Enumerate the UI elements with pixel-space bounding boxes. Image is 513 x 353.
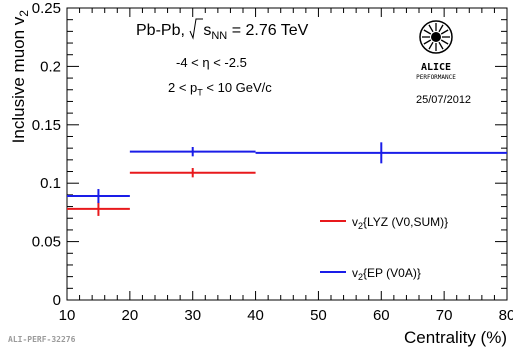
x-axis-title: Centrality (%)	[404, 328, 507, 347]
figure-id-label: ALI-PERF-32276	[8, 335, 76, 344]
logo-ray	[440, 39, 449, 45]
logo-ray	[438, 41, 444, 50]
x-tick-label: 80	[499, 307, 513, 324]
logo-subtitle: PERFORMANCE	[416, 74, 456, 81]
date-label: 25/07/2012	[416, 94, 472, 106]
alice-logo-icon	[419, 20, 453, 54]
logo-core	[431, 32, 441, 42]
logo-ring	[419, 20, 453, 54]
logo-ray	[440, 29, 449, 35]
y-tick-label: 0.25	[32, 0, 61, 17]
logo-ray	[428, 41, 434, 50]
x-tick-label: 10	[59, 307, 76, 324]
x-tick-label: 30	[184, 307, 201, 324]
x-tick-label: 50	[310, 307, 327, 324]
eta-range-label: -4 < η < -2.5	[176, 55, 247, 70]
y-tick-label: 0.2	[40, 58, 61, 75]
logo-ray	[428, 24, 434, 33]
logo-ray	[423, 39, 432, 45]
collision-system-label: Pb-Pb, sNN = 2.76 TeV	[136, 18, 308, 42]
y-tick-label: 0.15	[32, 117, 61, 134]
y-tick-label: 0.05	[32, 234, 61, 251]
logo-ray	[423, 29, 432, 35]
y-tick-label: 0	[53, 292, 61, 309]
x-tick-label: 60	[373, 307, 390, 324]
data-marks	[67, 142, 507, 216]
plot-frame	[66, 7, 508, 301]
x-tick-label: 40	[247, 307, 264, 324]
axes: 10 20 30 40 50 60 70 80 0 0.05 0.1 0.15 0.2 0.25 Centr…	[9, 0, 513, 347]
legend: v2{LYZ (V0,SUM)} v2{EP (V0A)}	[320, 215, 448, 282]
x-tick-label: 20	[122, 307, 139, 324]
legend-label: v2{LYZ (V0,SUM)}	[352, 215, 448, 231]
pt-range-label: 2 < pT < 10 GeV/c	[168, 80, 272, 98]
x-tick-label: 70	[436, 307, 453, 324]
logo-title: ALICE	[420, 62, 452, 73]
logo-ray	[438, 24, 444, 33]
legend-label: v2{EP (V0A)}	[352, 266, 421, 282]
y-axis-title: Inclusive muon v2	[9, 10, 31, 144]
y-tick-label: 0.1	[40, 175, 61, 192]
